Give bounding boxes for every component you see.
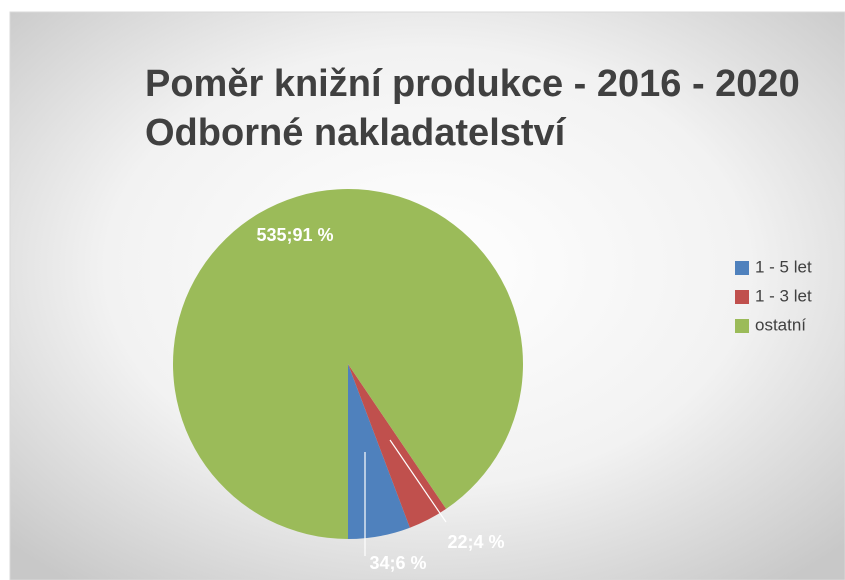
- legend-label: 1 - 5 let: [755, 257, 812, 276]
- data-labels: 34;6 % 22;4 % 535;91 %: [256, 225, 504, 573]
- legend: 1 - 5 let 1 - 3 let ostatní: [735, 257, 812, 334]
- legend-swatch: [735, 319, 749, 333]
- legend-swatch: [735, 290, 749, 304]
- data-label: 34;6 %: [369, 553, 426, 573]
- legend-swatch: [735, 261, 749, 275]
- legend-label: ostatní: [755, 315, 806, 334]
- data-label: 22;4 %: [447, 532, 504, 552]
- pie: [173, 188, 524, 539]
- data-label: 535;91 %: [256, 225, 333, 245]
- legend-label: 1 - 3 let: [755, 286, 812, 305]
- leader-line: [389, 439, 447, 523]
- pie-slice: [173, 188, 524, 539]
- chart-title: Poměr knižní produkce - 2016 - 2020: [145, 63, 800, 105]
- chart-subtitle: Odborné nakladatelství: [145, 112, 567, 154]
- pie-slice: [348, 364, 410, 539]
